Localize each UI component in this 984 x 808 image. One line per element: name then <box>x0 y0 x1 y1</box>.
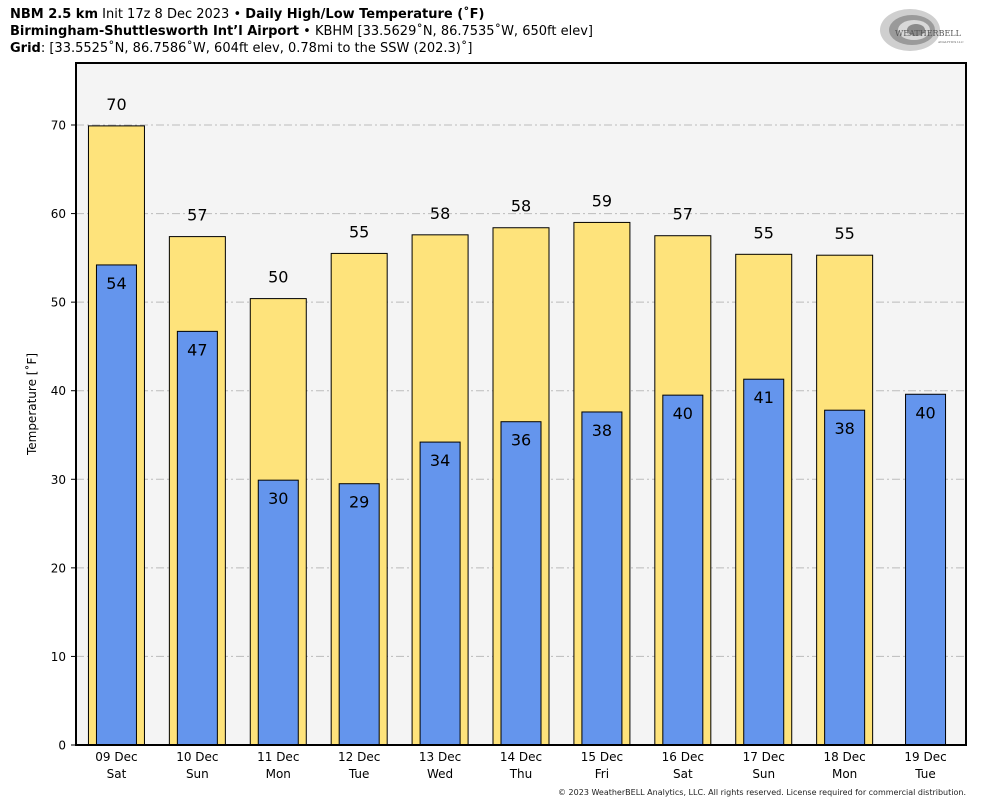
high-label: 58 <box>430 204 450 223</box>
bar-labels: 70 54 57 47 50 30 55 29 58 34 58 36 59 38 57 40 55 41 55 38… <box>106 95 935 512</box>
low-label: 34 <box>430 451 450 470</box>
y-tick-label: 40 <box>51 384 66 398</box>
y-tick-label: 70 <box>51 119 66 133</box>
x-tick-label-day: Thu <box>509 767 533 781</box>
x-tick-label-date: 13 Dec <box>419 750 461 764</box>
station-name: Birmingham-Shuttlesworth Int’l Airport <box>10 24 299 39</box>
x-tick-label-date: 16 Dec <box>662 750 704 764</box>
copyright-notice: © 2023 WeatherBELL Analytics, LLC. All r… <box>558 788 966 797</box>
header-line-2: Birmingham-Shuttlesworth Int’l Airport •… <box>10 23 593 40</box>
y-tick-label: 60 <box>51 207 66 221</box>
grid-label: Grid <box>10 41 41 56</box>
x-tick-label-day: Mon <box>832 767 857 781</box>
low-label: 38 <box>834 419 854 438</box>
low-bar <box>905 393 947 746</box>
low-label: 29 <box>349 493 369 512</box>
y-tick-label: 30 <box>51 473 66 487</box>
chart-title: Daily High/Low Temperature (˚F) <box>245 7 485 22</box>
y-axis: 0 10 20 30 40 50 60 70 <box>51 119 76 753</box>
low-bar <box>176 330 218 746</box>
high-label: 58 <box>511 197 531 216</box>
x-tick-label-day: Sat <box>107 767 127 781</box>
low-bar <box>338 483 380 746</box>
low-bar <box>257 479 299 746</box>
y-axis-label: Temperature [˚F] <box>24 353 39 456</box>
high-label: 50 <box>268 268 288 287</box>
x-tick-label-day: Mon <box>266 767 291 781</box>
x-tick-label-date: 10 Dec <box>176 750 218 764</box>
x-tick-label-day: Tue <box>914 767 936 781</box>
high-label: 55 <box>754 223 774 242</box>
x-tick-label-date: 18 Dec <box>823 750 865 764</box>
x-tick-label-date: 11 Dec <box>257 750 299 764</box>
high-label: 59 <box>592 191 612 210</box>
x-tick-label-date: 14 Dec <box>500 750 542 764</box>
low-bar <box>500 421 542 746</box>
low-bar <box>743 378 785 746</box>
low-bar <box>581 411 623 746</box>
low-label: 30 <box>268 489 288 508</box>
low-label: 47 <box>187 340 207 359</box>
x-tick-label-day: Fri <box>595 767 609 781</box>
high-label: 57 <box>673 205 693 224</box>
header-line-3: Grid: [33.5525˚N, 86.7586˚W, 604ft elev,… <box>10 40 472 57</box>
plot-frame <box>75 62 967 746</box>
x-tick-label-day: Sat <box>673 767 693 781</box>
x-tick-label-date: 12 Dec <box>338 750 380 764</box>
high-label: 55 <box>834 224 854 243</box>
model-name: NBM 2.5 km <box>10 7 98 22</box>
y-tick-label: 10 <box>51 650 66 664</box>
x-tick-label-date: 09 Dec <box>95 750 137 764</box>
x-tick-label-date: 19 Dec <box>904 750 946 764</box>
logo-subtext: ANALYTICS LLC <box>937 40 964 44</box>
x-axis: 09 Dec Sat 10 Dec Sun 11 Dec Mon 12 Dec Tue 13 D… <box>95 750 946 781</box>
high-label: 70 <box>106 95 126 114</box>
init-time: Init 17z 8 Dec 2023 <box>102 7 230 22</box>
x-tick-label-day: Sun <box>752 767 775 781</box>
x-tick-label-day: Wed <box>427 767 453 781</box>
y-tick-label: 0 <box>58 739 66 753</box>
low-bar <box>662 394 704 746</box>
low-label: 36 <box>511 431 531 450</box>
high-label: 55 <box>349 222 369 241</box>
low-label: 38 <box>592 421 612 440</box>
x-tick-label-day: Sun <box>186 767 209 781</box>
weatherbell-logo: WEATHERBELL ANALYTICS LLC <box>878 6 968 56</box>
grid-detail: : [33.5525˚N, 86.7586˚W, 604ft elev, 0.7… <box>40 41 473 56</box>
bars <box>87 125 947 746</box>
x-tick-label-day: Tue <box>348 767 370 781</box>
x-tick-label-date: 15 Dec <box>581 750 623 764</box>
low-label: 40 <box>673 404 693 423</box>
separator: • <box>303 24 311 39</box>
low-label: 41 <box>754 388 774 407</box>
low-bar <box>824 409 866 746</box>
y-tick-label: 50 <box>51 296 66 310</box>
station-detail: KBHM [33.5629˚N, 86.7535˚W, 650ft elev] <box>314 24 593 39</box>
separator: • <box>233 7 242 22</box>
low-label: 40 <box>915 403 935 422</box>
header-line-1: NBM 2.5 km Init 17z 8 Dec 2023 • Daily H… <box>10 6 484 23</box>
logo-text: WEATHERBELL <box>895 29 962 38</box>
x-tick-label-date: 17 Dec <box>743 750 785 764</box>
high-label: 57 <box>187 206 207 225</box>
low-bar <box>95 264 137 746</box>
low-bar <box>419 441 461 746</box>
low-label: 54 <box>106 274 126 293</box>
y-tick-label: 20 <box>51 561 66 575</box>
